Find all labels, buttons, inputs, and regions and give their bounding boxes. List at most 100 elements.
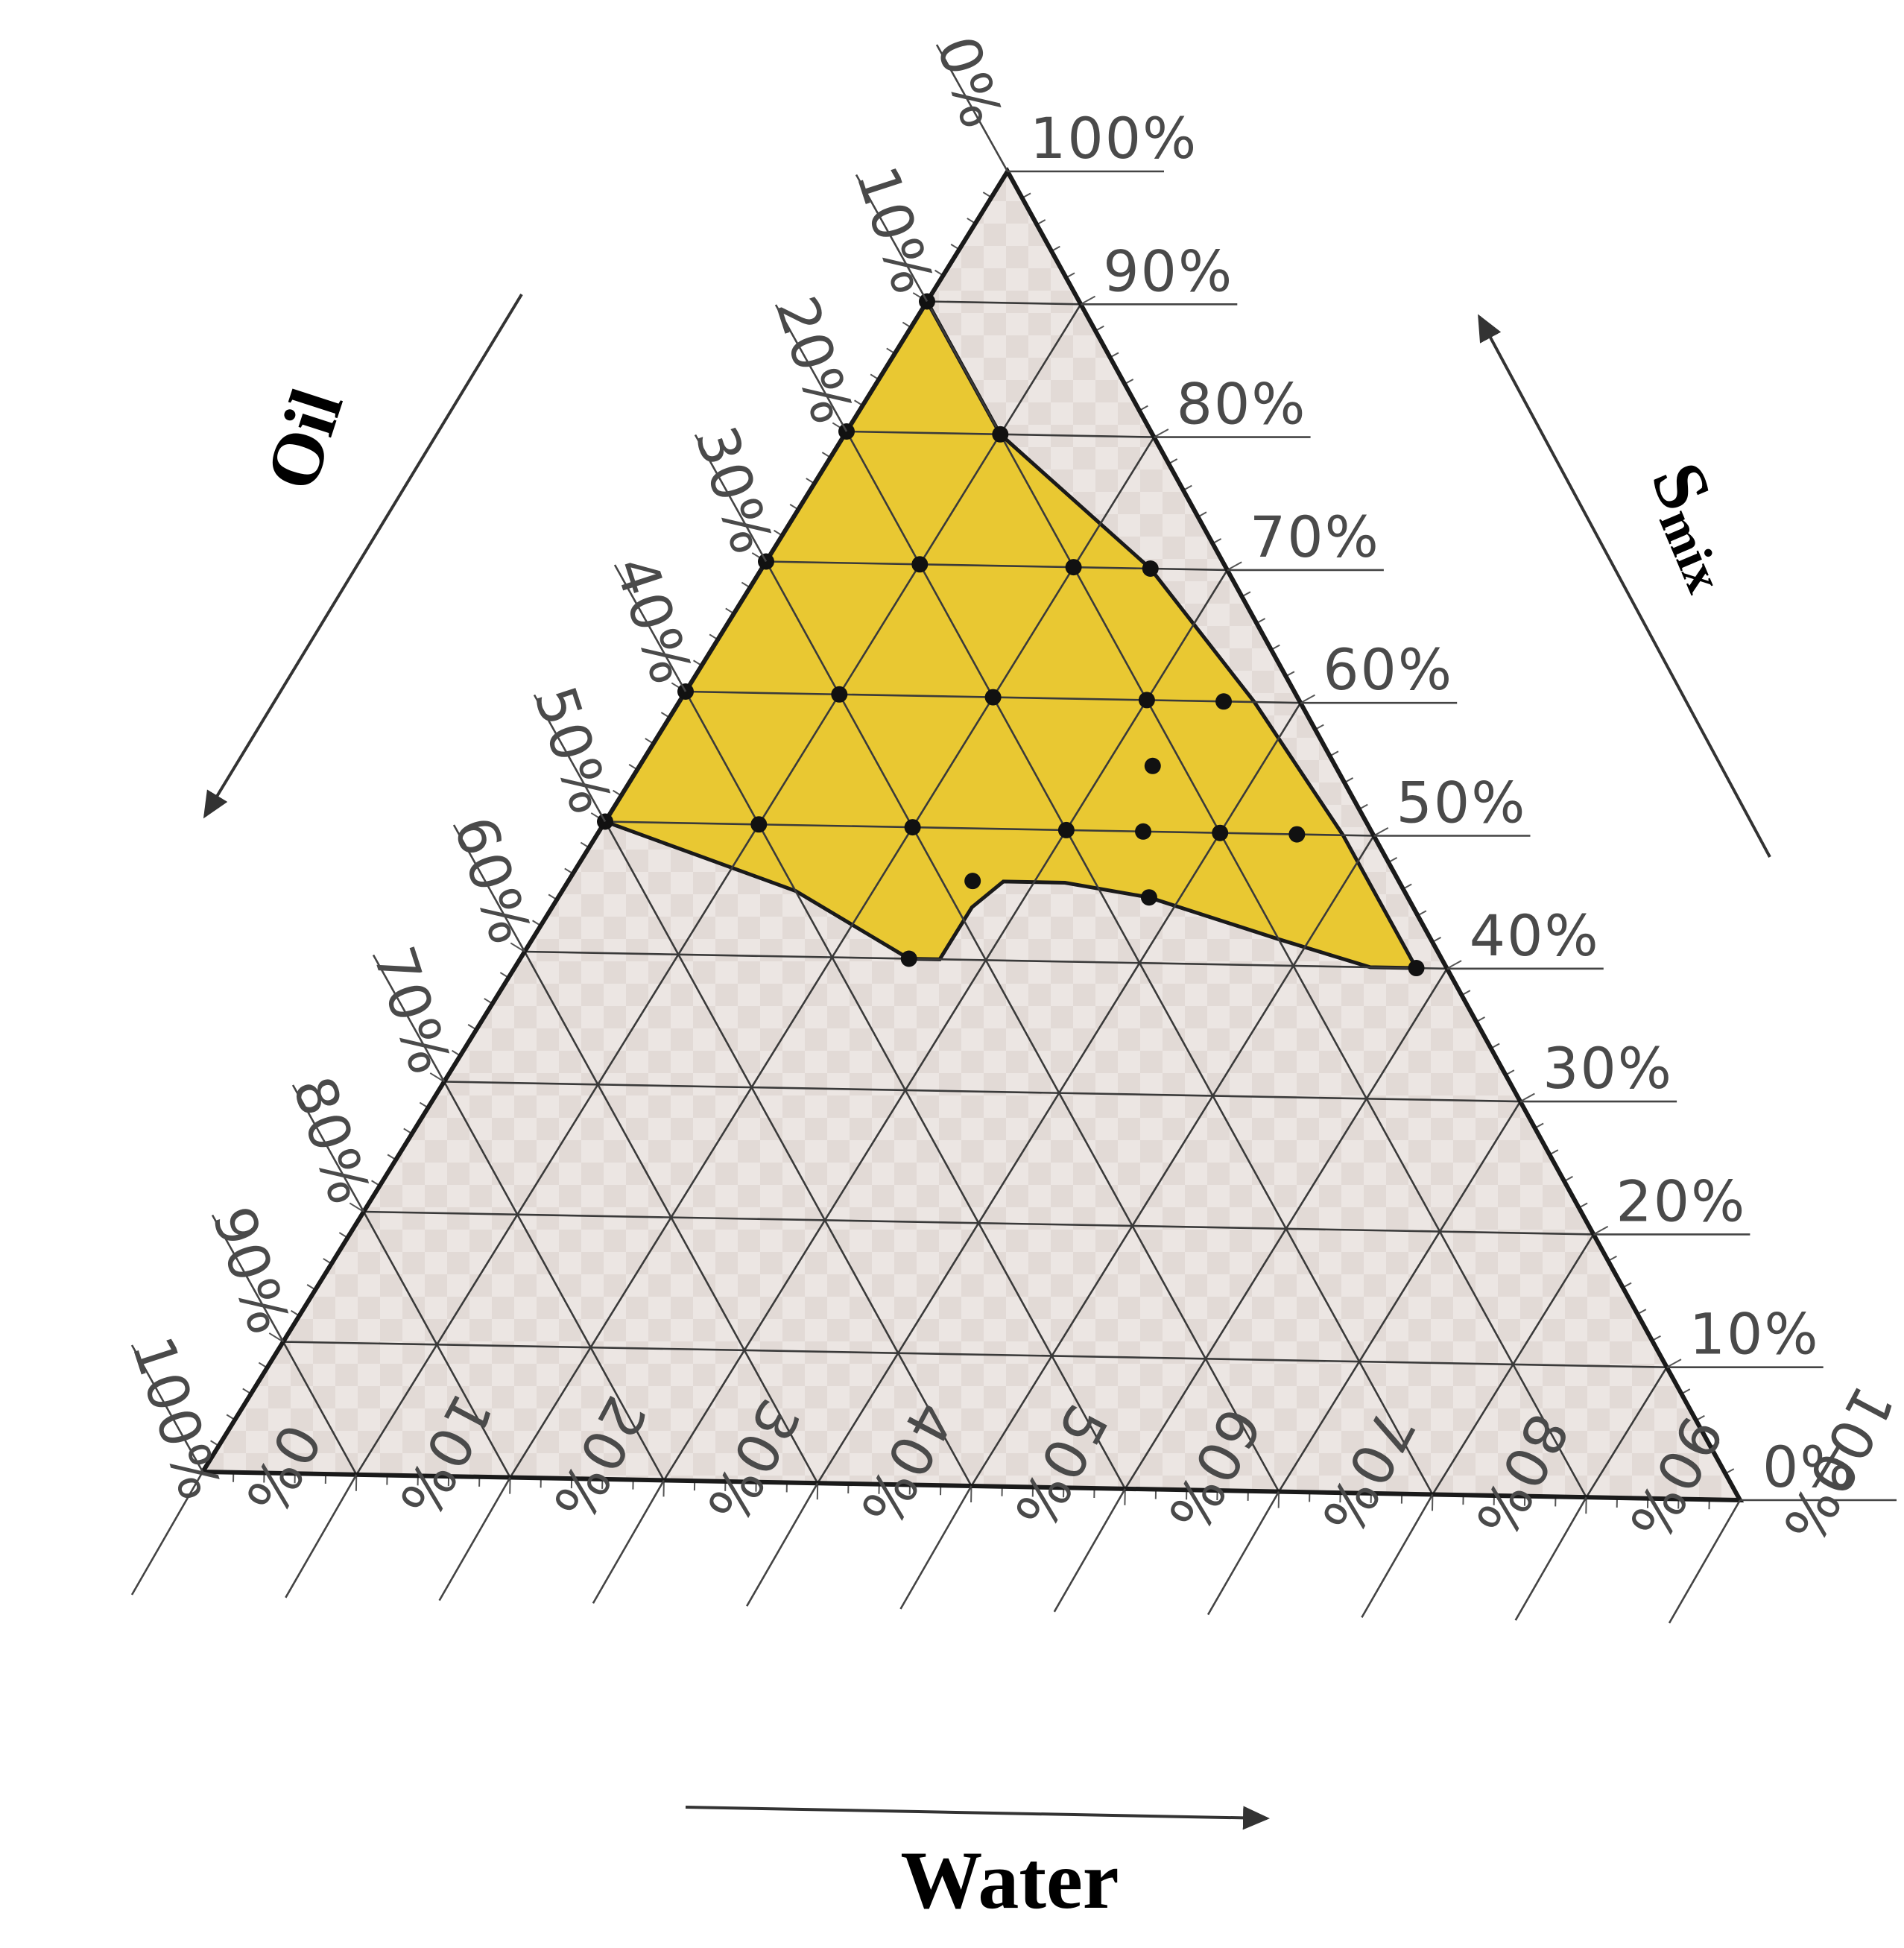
oil-tick-leader (774, 304, 848, 432)
data-point (1142, 560, 1159, 577)
oil-tick-label: 30% (683, 419, 786, 563)
water-tick-leader (130, 1471, 204, 1596)
water-gridline-50 (970, 835, 1375, 1487)
oil-tick-leader (211, 1214, 285, 1343)
water-gridline-70 (1277, 1101, 1522, 1493)
smix-arrow (1478, 314, 1771, 858)
oil-tick-label: 50% (522, 679, 625, 823)
water-tick-leader (1206, 1490, 1280, 1616)
oil-tick-leader (452, 824, 526, 952)
data-point (1288, 826, 1306, 843)
gridlines (282, 300, 1668, 1498)
data-point (831, 686, 848, 703)
oil-tick-label: 70% (361, 939, 464, 1084)
data-points (597, 293, 1425, 977)
smix-minor-tick (1300, 694, 1315, 704)
smix-minor-tick (1446, 960, 1462, 970)
data-point (992, 426, 1009, 443)
water-tick-leader (285, 1474, 358, 1598)
data-point (750, 816, 768, 833)
oil-tick-leader (130, 1344, 204, 1473)
data-point (900, 950, 917, 967)
oil-tick-leader (855, 174, 929, 303)
smix-gridline-10 (282, 1341, 1667, 1368)
smix-minor-tick (1080, 295, 1096, 306)
water-tick-leader (1668, 1499, 1742, 1624)
oil-gridline-70 (443, 1081, 665, 1481)
smix-tick-label: 80% (1177, 371, 1307, 437)
smix-gridline-90 (926, 300, 1081, 306)
oil-gridline-60 (523, 951, 819, 1484)
oil-gridline-50 (604, 820, 972, 1487)
smix-tick-label: 50% (1397, 770, 1527, 836)
data-point (1140, 889, 1157, 906)
water-tick-leader (899, 1485, 972, 1610)
oil-gridline-80 (362, 1211, 511, 1479)
smix-tick-label: 70% (1250, 504, 1380, 570)
data-point (1138, 692, 1155, 709)
oil-gridline-30 (765, 560, 1280, 1493)
data-point (911, 556, 929, 573)
smix-minor-tick (1373, 827, 1389, 837)
oil-minor-tick (429, 1072, 445, 1083)
water-tick-leader (592, 1479, 665, 1604)
oil-tick-label: 90% (200, 1199, 303, 1344)
data-point (1408, 960, 1425, 977)
smix-gridline-50 (604, 820, 1374, 837)
data-point (1212, 824, 1229, 841)
data-point (1065, 559, 1082, 576)
smix-minor-tick (1666, 1359, 1682, 1368)
smix-minor-tick (1154, 429, 1169, 438)
water-axis-title: Water (900, 1835, 1119, 1926)
water-tick-leader (1514, 1496, 1587, 1621)
oil-tick-label: 10% (844, 159, 947, 303)
data-point (1144, 757, 1161, 774)
smix-tick-label: 10% (1689, 1301, 1820, 1367)
water-gridline-30 (662, 569, 1229, 1481)
oil-tick-label: 100% (119, 1329, 234, 1509)
smix-tick-label: 60% (1323, 636, 1453, 703)
data-point (904, 819, 921, 836)
data-point (984, 689, 1002, 706)
oil-minor-tick (268, 1332, 284, 1343)
smix-gridline-30 (443, 1081, 1521, 1103)
water-gridline-10 (355, 303, 1082, 1476)
water-tick-leader (746, 1482, 819, 1607)
data-point (964, 873, 981, 890)
water-gridline-60 (1124, 968, 1448, 1490)
smix-tick-label: 100% (1030, 105, 1198, 171)
water-tick-leader (1361, 1493, 1434, 1619)
smix-minor-tick (1519, 1092, 1535, 1102)
oil-tick-label: 60% (441, 809, 545, 953)
water-arrow (685, 1806, 1270, 1830)
oil-minor-tick (349, 1202, 364, 1212)
oil-tick-leader (694, 434, 768, 563)
oil-tick-leader (291, 1084, 365, 1212)
oil-tick-leader (613, 564, 687, 692)
oil-gridline-10 (926, 300, 1587, 1498)
oil-tick-leader (372, 954, 446, 1083)
oil-gridline-90 (282, 1341, 358, 1476)
smix-axis-title: Smix (1631, 451, 1760, 601)
oil-arrow (203, 293, 523, 819)
oil-tick-leader (533, 694, 607, 823)
water-tick-leader (438, 1476, 511, 1601)
oil-axis-title: Oil (250, 379, 359, 499)
smix-tick-label: 0% (1762, 1434, 1856, 1500)
water-tick-leader (1053, 1488, 1126, 1613)
oil-tick-label: 80% (280, 1069, 384, 1213)
smix-tick-label: 20% (1616, 1168, 1746, 1234)
smix-minor-tick (1227, 561, 1242, 571)
smix-tick-label: 90% (1103, 238, 1233, 304)
smix-tick-label: 40% (1470, 902, 1600, 969)
smix-minor-tick (1593, 1225, 1609, 1236)
water-gridline-80 (1432, 1233, 1595, 1496)
water-gridline-90 (1585, 1367, 1668, 1498)
smix-tick-label: 30% (1543, 1035, 1673, 1101)
oil-tick-label: 0% (924, 28, 1016, 137)
oil-tick-label: 40% (602, 548, 706, 693)
oil-minor-tick (510, 942, 525, 952)
data-point (1135, 823, 1152, 840)
oil-tick-leader (935, 44, 1009, 172)
